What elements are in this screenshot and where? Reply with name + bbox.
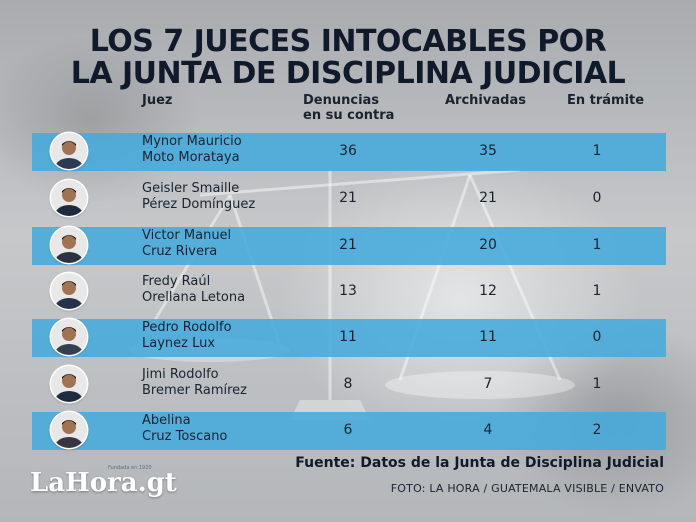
complaints-value: 36 (339, 143, 357, 159)
judge-photo (51, 133, 87, 169)
judge-name-line-1: Geisler Smaille (142, 181, 240, 196)
pending-value: 2 (592, 422, 602, 438)
judge-name-line-2: Pérez Domínguez (142, 197, 256, 212)
judge-photo (51, 366, 87, 402)
judge-name: Fredy Raúl Orellana Letona (142, 274, 245, 306)
header-pending: En trámite (567, 93, 645, 108)
archived-value: 21 (479, 190, 497, 206)
source-note: Fuente: Datos de la Junta de Disciplina … (295, 455, 664, 471)
table-row: Victor Manuel Cruz Rivera 21 20 1 (32, 227, 666, 265)
title-line-2: LA JUNTA DE DISCIPLINA JUDICIAL (70, 56, 626, 91)
table-row: Mynor Mauricio Moto Morataya 36 35 1 (32, 133, 666, 171)
judge-name: Victor Manuel Cruz Rivera (142, 228, 231, 260)
judge-photo (51, 227, 87, 263)
judge-name-line-1: Fredy Raúl (142, 274, 211, 289)
table-row: Fredy Raúl Orellana Letona 13 12 1 (32, 273, 666, 311)
pending-value: 1 (592, 376, 602, 392)
header-archived: Archivadas (445, 93, 526, 108)
judge-photo (51, 273, 87, 309)
complaints-value: 8 (343, 376, 353, 392)
table-row: Pedro Rodolfo Laynez Lux 11 11 0 (32, 319, 666, 357)
judge-name-line-1: Abelina (142, 413, 191, 428)
title-line-1: LOS 7 JUECES INTOCABLES POR (89, 24, 607, 59)
archived-value: 7 (483, 376, 493, 392)
judge-name-line-2: Orellana Letona (142, 290, 246, 305)
header-complaints-line-2: en su contra (303, 108, 395, 123)
judge-name: Abelina Cruz Toscano (142, 413, 227, 445)
header-complaints: Denuncias en su contra (303, 93, 394, 123)
table-row: Jimi Rodolfo Bremer Ramírez 8 7 1 (32, 366, 666, 404)
complaints-value: 6 (343, 422, 353, 438)
archived-value: 35 (479, 143, 497, 159)
header-complaints-line-1: Denuncias (303, 93, 380, 108)
photo-credit: FOTO: LA HORA / GUATEMALA VISIBLE / ENVA… (390, 482, 664, 495)
header-judge: Juez (142, 93, 173, 108)
pending-value: 1 (592, 143, 602, 159)
judge-name-line-2: Bremer Ramírez (142, 383, 247, 398)
judge-name-line-2: Cruz Toscano (142, 429, 228, 444)
judge-photo (51, 412, 87, 448)
page-title: LOS 7 JUECES INTOCABLES POR LA JUNTA DE … (0, 26, 696, 90)
judge-name-line-1: Victor Manuel (142, 228, 232, 243)
pending-value: 0 (592, 329, 602, 345)
judge-name-line-2: Laynez Lux (142, 336, 216, 351)
lahora-logo: LaHora.gt Fundada en 1920 (30, 465, 177, 498)
archived-value: 11 (479, 329, 497, 345)
complaints-value: 13 (339, 283, 357, 299)
archived-value: 12 (479, 283, 497, 299)
judge-name: Geisler Smaille Pérez Domínguez (142, 181, 255, 213)
table-row: Geisler Smaille Pérez Domínguez 21 21 0 (32, 180, 666, 218)
logo-text: LaHora.gt (30, 468, 177, 498)
judge-name-line-1: Jimi Rodolfo (142, 367, 219, 382)
pending-value: 0 (592, 190, 602, 206)
judge-name: Pedro Rodolfo Laynez Lux (142, 320, 232, 352)
pending-value: 1 (592, 283, 602, 299)
complaints-value: 11 (339, 329, 357, 345)
table-row: Abelina Cruz Toscano 6 4 2 (32, 412, 666, 450)
judge-photo (51, 180, 87, 216)
pending-value: 1 (592, 237, 602, 253)
logo-tagline: Fundada en 1920 (108, 465, 152, 471)
judge-name: Mynor Mauricio Moto Morataya (142, 134, 242, 166)
judge-photo (51, 319, 87, 355)
judge-name-line-1: Pedro Rodolfo (142, 320, 232, 335)
judge-name-line-1: Mynor Mauricio (142, 134, 242, 149)
archived-value: 20 (479, 237, 497, 253)
archived-value: 4 (483, 422, 493, 438)
judge-name: Jimi Rodolfo Bremer Ramírez (142, 367, 247, 399)
complaints-value: 21 (339, 190, 357, 206)
judge-name-line-2: Moto Morataya (142, 150, 240, 165)
complaints-value: 21 (339, 237, 357, 253)
judge-name-line-2: Cruz Rivera (142, 244, 218, 259)
